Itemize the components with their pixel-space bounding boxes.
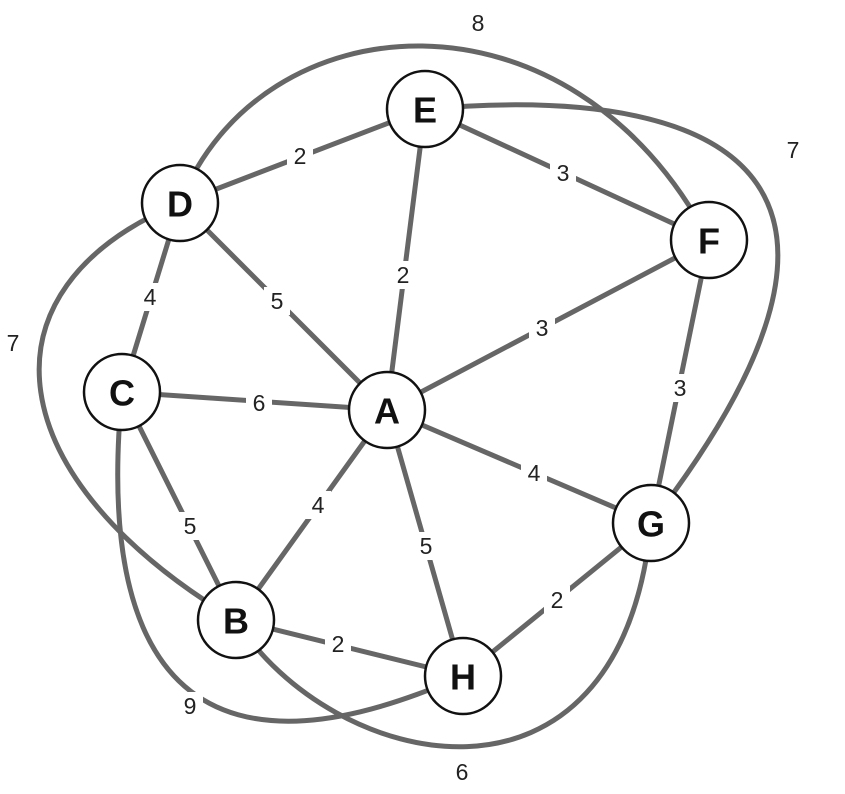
- edge-weight-background: [325, 630, 351, 658]
- node-label: F: [698, 221, 720, 262]
- node-d: D: [140, 163, 220, 243]
- node-h: H: [423, 636, 503, 716]
- edge-weight-background: [305, 491, 331, 519]
- node-circle: [140, 163, 220, 243]
- node-label: H: [450, 657, 476, 698]
- node-e: E: [385, 69, 465, 149]
- node-label: D: [167, 184, 193, 225]
- edge-weight-background: [550, 159, 576, 187]
- node-c: C: [82, 352, 162, 432]
- node-circle: [423, 636, 503, 716]
- edge-weight-background: [0, 329, 26, 357]
- node-circle: [82, 352, 162, 432]
- node-a: A: [347, 370, 427, 450]
- edge-c-h: [115, 389, 466, 724]
- edge-weight-background: [667, 374, 693, 402]
- nodes-layer: A B C D E F G H: [82, 69, 749, 716]
- edge-weight-f-a: 3: [536, 315, 549, 341]
- edge-weight-background: [264, 287, 290, 315]
- node-circle: [347, 370, 427, 450]
- edge-weight-background: [287, 142, 313, 170]
- edge-weight-background: [413, 532, 439, 560]
- node-b: B: [196, 580, 276, 660]
- edge-weight-c-a: 6: [253, 390, 266, 416]
- node-label: G: [637, 504, 665, 545]
- edge-weight-d-a: 5: [271, 288, 284, 314]
- edge-weight-c-b: 5: [184, 513, 197, 539]
- edge-weight-f-g: 3: [674, 375, 687, 401]
- edge-weight-background: [177, 512, 203, 540]
- edge-weights-layer: 8 7 7 9 6 2 3 2 4 5 3 3 6 4 5 4 5 2 2: [0, 9, 806, 786]
- edge-weight-a-b: 4: [312, 492, 325, 518]
- edge-e-a: [384, 106, 428, 413]
- node-g: G: [611, 483, 691, 563]
- edge-weight-a-g: 4: [528, 460, 541, 486]
- edge-weight-d-c: 4: [144, 284, 157, 310]
- edge-d-f: [177, 43, 712, 243]
- edge-weight-background: [465, 9, 491, 37]
- edge-weight-background: [137, 283, 163, 311]
- node-circle: [385, 69, 465, 149]
- edge-weight-b-g: 6: [456, 759, 469, 785]
- node-f: F: [669, 200, 749, 280]
- node-circle: [196, 580, 276, 660]
- node-circle: [669, 200, 749, 280]
- edge-weight-background: [544, 586, 570, 614]
- node-label: C: [109, 373, 135, 414]
- edge-weight-d-e: 2: [294, 143, 307, 169]
- node-label: E: [413, 90, 437, 131]
- edge-d-b: [36, 200, 239, 623]
- edge-weight-background: [529, 314, 555, 342]
- edge-weight-background: [390, 261, 416, 289]
- edge-weight-h-g: 2: [551, 587, 564, 613]
- edge-weight-e-f: 3: [557, 160, 570, 186]
- edge-a-g: [384, 407, 654, 526]
- node-label: B: [223, 601, 249, 642]
- edge-weight-c-h: 9: [184, 693, 197, 719]
- edge-weight-a-h: 5: [420, 533, 433, 559]
- edge-weight-d-f: 8: [472, 10, 485, 36]
- edge-weight-background: [521, 459, 547, 487]
- node-label: A: [374, 391, 400, 432]
- edge-weight-background: [177, 692, 203, 720]
- edge-b-g: [233, 520, 654, 750]
- edge-e-g: [422, 102, 781, 526]
- edge-c-b: [119, 389, 239, 623]
- edge-weight-b-h: 2: [332, 631, 345, 657]
- edge-weight-d-b: 7: [7, 330, 20, 356]
- edge-weight-e-a: 2: [397, 262, 410, 288]
- edge-weight-background: [780, 136, 806, 164]
- node-circle: [611, 483, 691, 563]
- edge-weight-e-g: 7: [787, 137, 800, 163]
- edge-weight-background: [449, 758, 475, 786]
- edge-weight-background: [246, 389, 272, 417]
